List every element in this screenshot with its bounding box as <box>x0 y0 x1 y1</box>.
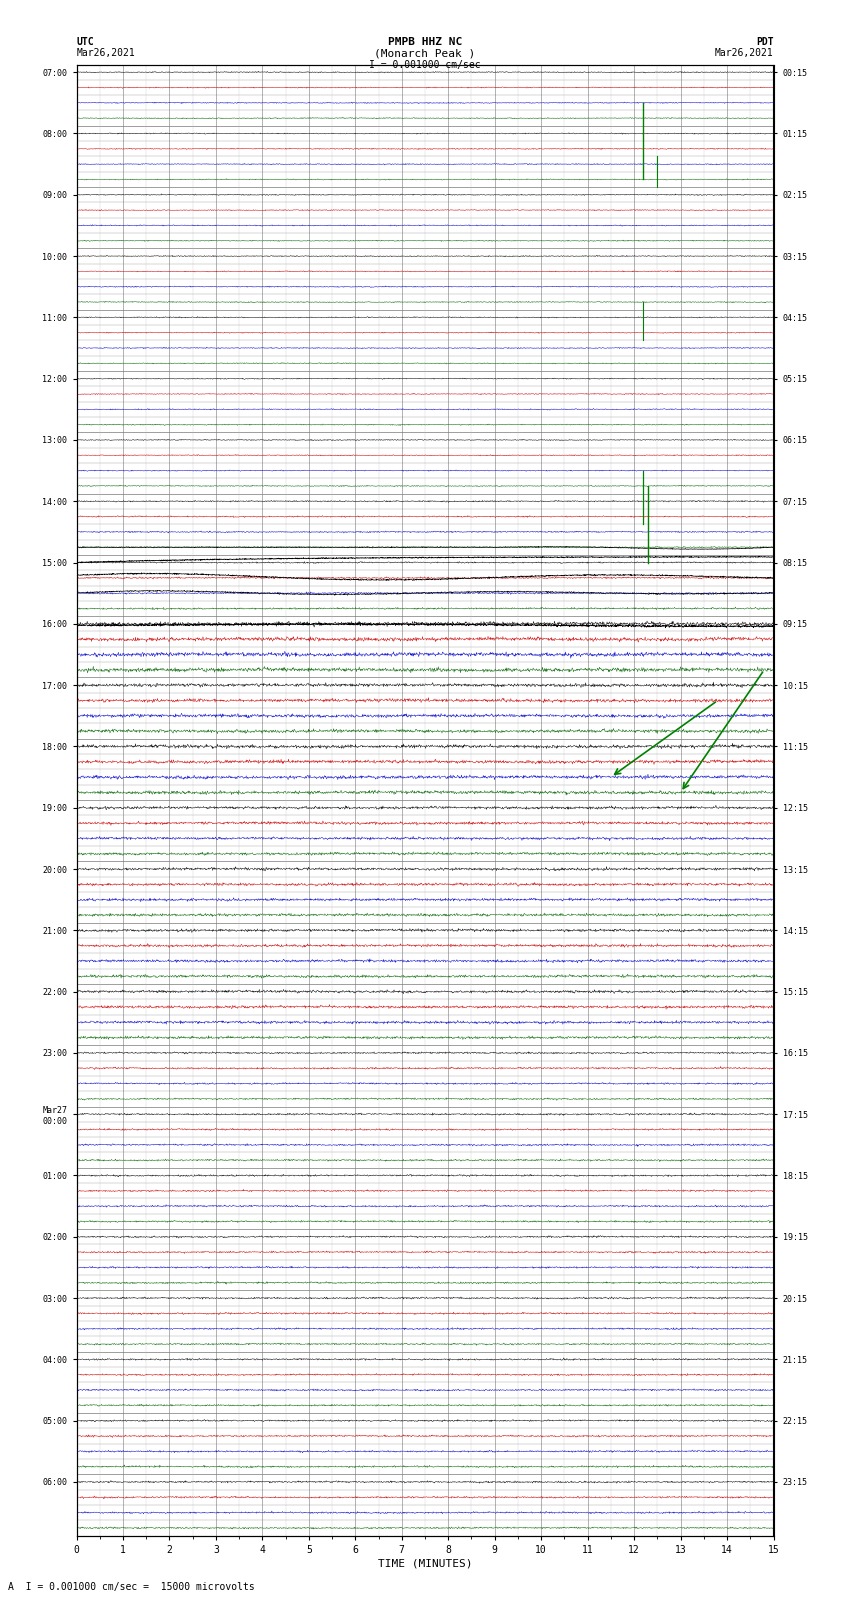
Text: UTC: UTC <box>76 37 94 47</box>
Text: A  I = 0.001000 cm/sec =  15000 microvolts: A I = 0.001000 cm/sec = 15000 microvolts <box>8 1582 255 1592</box>
Text: (Monarch Peak ): (Monarch Peak ) <box>374 48 476 58</box>
Text: PDT: PDT <box>756 37 774 47</box>
Text: Mar26,2021: Mar26,2021 <box>76 48 135 58</box>
X-axis label: TIME (MINUTES): TIME (MINUTES) <box>377 1558 473 1569</box>
Text: I = 0.001000 cm/sec: I = 0.001000 cm/sec <box>369 60 481 69</box>
Text: PMPB HHZ NC: PMPB HHZ NC <box>388 37 462 47</box>
Text: Mar26,2021: Mar26,2021 <box>715 48 774 58</box>
